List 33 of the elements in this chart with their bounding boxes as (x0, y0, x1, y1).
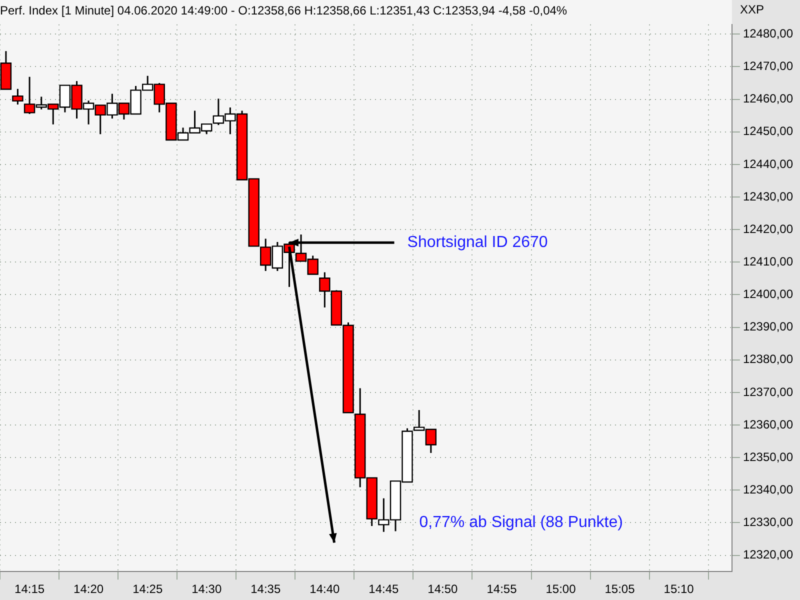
x-tick-label: 14:15 (14, 582, 45, 596)
y-tick-label: 12350,00 (742, 450, 794, 464)
y-tick-label: 12440,00 (742, 156, 794, 171)
y-tick-label: 12360,00 (742, 417, 794, 432)
y-tick-label: 12370,00 (742, 384, 794, 399)
annotation: 0,77% ab Signal (88 Punkte) (419, 514, 623, 532)
x-tick-label: 14:45 (368, 582, 400, 596)
y-tick-label: 12400,00 (742, 287, 794, 302)
x-tick-label: 14:55 (486, 582, 518, 596)
text: XXP (740, 2, 764, 16)
y-tick-label: 12390,00 (742, 320, 794, 334)
y-tick-label: 12450,00 (742, 124, 794, 138)
x-tick-label: 14:20 (74, 582, 104, 596)
y-tick-label: 12430,00 (742, 189, 794, 204)
y-tick-label: 12420,00 (742, 222, 794, 236)
y-tick-label: 12380,00 (742, 352, 794, 366)
chart-title: Perf. Index [1 Minute] 04.06.2020 14:49:00 - O:12358,66 H:12358,66 L:12351,43 C:12353,94 -4,58 -0,04% (0, 4, 568, 18)
y-tick-label: 12410,00 (742, 254, 794, 268)
y-tick-label: 12470,00 (742, 59, 794, 74)
y-tick-label: 12340,00 (742, 482, 794, 496)
x-tick-label: 14:25 (132, 582, 163, 596)
x-tick-label: 15:05 (604, 582, 636, 596)
x-tick-label: 15:10 (664, 582, 694, 596)
x-tick-label: 14:40 (310, 582, 340, 596)
y-tick-label: 12320,00 (742, 548, 794, 562)
y-tick-label: 12330,00 (742, 515, 794, 530)
x-tick-label: 15:00 (546, 582, 576, 596)
annotation: Shortsignal ID 2670 (407, 234, 548, 252)
x-tick-label: 14:50 (428, 582, 458, 596)
x-tick-label: 14:30 (192, 582, 222, 596)
x-tick-label: 14:35 (250, 582, 281, 596)
y-tick-label: 12460,00 (742, 92, 794, 106)
y-tick-label: 12480,00 (742, 26, 794, 40)
